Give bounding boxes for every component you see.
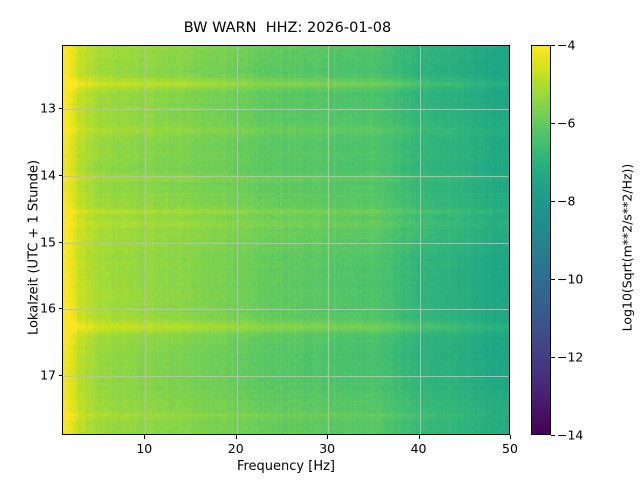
colorbar-tick-label: −14 bbox=[557, 427, 584, 443]
y-tick-mark bbox=[58, 175, 62, 177]
x-tick-label: 20 bbox=[227, 441, 244, 456]
colorbar-tick-mark bbox=[551, 201, 555, 203]
colorbar-tick-label: −12 bbox=[557, 349, 584, 365]
y-tick-mark bbox=[58, 241, 62, 243]
colorbar-tick-label: −10 bbox=[557, 271, 584, 287]
y-tick-label: 15 bbox=[40, 234, 56, 250]
colorbar-tick-label: −8 bbox=[557, 193, 576, 209]
x-tick-label: 50 bbox=[502, 441, 518, 456]
colorbar-tick-mark bbox=[551, 123, 555, 125]
x-tick-mark bbox=[235, 435, 237, 439]
x-tick-mark bbox=[418, 435, 420, 439]
spectrogram-image bbox=[63, 46, 509, 434]
y-tick-mark bbox=[58, 375, 62, 377]
colorbar-tick-mark bbox=[551, 279, 555, 281]
colorbar-tick-label: −4 bbox=[557, 37, 576, 53]
colorbar-tick-mark bbox=[551, 45, 555, 47]
colorbar-gradient bbox=[532, 46, 550, 434]
x-tick-label: 30 bbox=[319, 441, 336, 456]
x-tick-mark bbox=[510, 435, 512, 439]
y-tick-label: 16 bbox=[40, 300, 56, 316]
spectrogram-plot-area[interactable] bbox=[62, 45, 510, 435]
colorbar-tick-mark bbox=[551, 357, 555, 359]
colorbar-tick-mark bbox=[551, 435, 555, 437]
x-tick-mark bbox=[144, 435, 146, 439]
colorbar-label: Log10(Sqrt(m**2/s**2/Hz)) bbox=[619, 163, 635, 332]
page-title: BW WARN HHZ: 2026-01-08 bbox=[183, 20, 392, 36]
x-tick-mark bbox=[327, 435, 329, 439]
y-tick-mark bbox=[58, 308, 62, 310]
y-tick-mark bbox=[58, 108, 62, 110]
y-tick-label: 17 bbox=[40, 367, 56, 383]
x-axis-label: Frequency [Hz] bbox=[236, 459, 336, 474]
x-tick-label: 10 bbox=[136, 441, 153, 456]
x-tick-label: 40 bbox=[410, 441, 427, 456]
colorbar[interactable] bbox=[531, 45, 551, 435]
y-tick-label: 14 bbox=[40, 167, 56, 183]
y-axis-label: Lokalzeit (UTC + 1 Stunde) bbox=[26, 159, 42, 336]
y-tick-label: 13 bbox=[40, 100, 56, 116]
colorbar-tick-label: −6 bbox=[557, 115, 576, 131]
